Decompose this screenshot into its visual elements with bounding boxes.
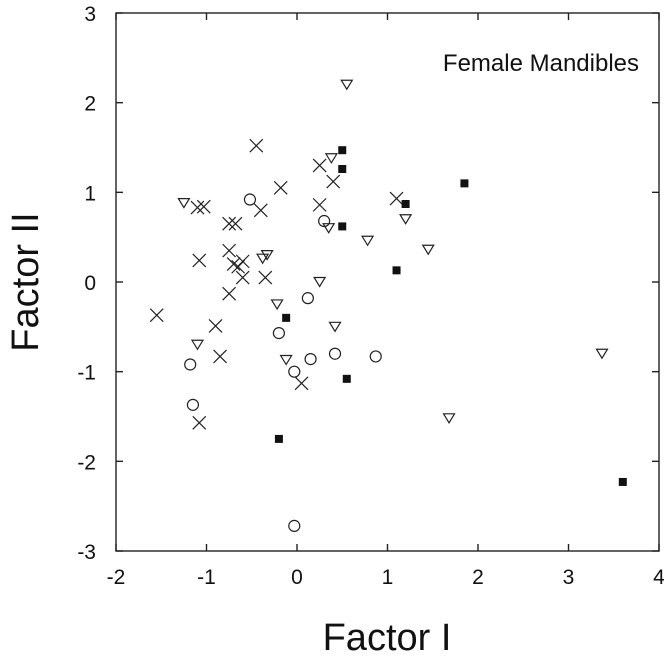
point-circle: [304, 353, 317, 366]
point-cross: [222, 286, 237, 301]
y-tick-label: -1: [77, 362, 96, 385]
point-cross: [213, 349, 227, 364]
point-circle: [288, 365, 301, 378]
point-square: [274, 434, 283, 443]
point-square: [338, 146, 347, 155]
y-axis-title: Factor II: [5, 212, 47, 351]
x-tick-label: 1: [382, 566, 394, 589]
point-triangle: [256, 253, 270, 265]
point-cross: [273, 180, 288, 195]
x-tick-labels: -2 -1 0 1 2 3 4: [107, 566, 664, 589]
y-tick-label: -2: [77, 451, 96, 474]
point-triangle: [328, 321, 342, 333]
point-cross: [231, 259, 246, 274]
point-cross: [222, 216, 237, 231]
x-tick-label: 0: [291, 566, 303, 589]
y-tick-label: -3: [77, 541, 96, 564]
point-circle: [243, 193, 257, 206]
plot-frame: [115, 12, 660, 552]
point-triangle: [340, 79, 354, 91]
point-triangle: [421, 244, 435, 256]
point-cross: [192, 253, 207, 268]
point-triangle: [190, 339, 205, 351]
point-cross: [294, 376, 309, 391]
point-circle: [369, 350, 382, 363]
point-square: [338, 222, 347, 231]
point-triangle: [270, 299, 284, 311]
y-tick-label: 1: [84, 182, 96, 205]
point-square: [401, 199, 410, 208]
point-triangle: [361, 235, 375, 247]
axis-ticks: [115, 12, 660, 552]
point-circle: [288, 519, 301, 532]
point-cross: [235, 270, 250, 285]
y-tick-labels: 3 2 1 0 -1 -2 -3: [77, 3, 96, 564]
point-cross: [222, 243, 237, 258]
point-circle: [318, 214, 331, 228]
x-tick-label: 3: [563, 566, 575, 589]
x-tick-label: -2: [107, 566, 126, 589]
point-cross: [192, 415, 207, 430]
point-cross: [149, 308, 164, 323]
point-square: [392, 266, 401, 275]
data-points: [149, 79, 627, 532]
point-cross: [258, 270, 273, 285]
point-circle: [186, 398, 200, 411]
point-circle: [272, 327, 285, 340]
point-cross: [253, 203, 268, 218]
point-cross: [389, 191, 404, 206]
x-axis-title: Factor I: [323, 617, 452, 659]
point-cross: [226, 257, 241, 271]
point-triangle: [260, 250, 274, 261]
point-triangle: [279, 354, 293, 366]
point-cross: [312, 197, 327, 212]
point-cross: [312, 158, 327, 173]
y-tick-label: 3: [84, 3, 96, 26]
point-triangle: [313, 276, 327, 288]
point-square: [282, 313, 291, 322]
point-triangle: [322, 223, 336, 234]
point-triangle: [399, 214, 413, 225]
x-tick-label: -1: [197, 566, 216, 589]
point-triangle: [324, 153, 338, 164]
point-triangle: [442, 413, 456, 424]
point-cross: [196, 199, 211, 214]
y-tick-label: 0: [84, 272, 96, 295]
point-circle: [184, 358, 197, 371]
point-cross: [190, 200, 205, 215]
point-cross: [208, 319, 223, 333]
point-circle: [328, 347, 342, 360]
point-cross: [326, 174, 341, 189]
y-tick-label: 2: [84, 93, 96, 116]
point-square: [338, 165, 347, 174]
point-triangle: [595, 348, 609, 360]
point-circle: [301, 292, 314, 305]
point-cross: [228, 216, 243, 231]
point-square: [460, 179, 469, 188]
point-triangle: [177, 197, 191, 209]
point-square: [618, 477, 627, 486]
point-square: [342, 374, 351, 383]
x-tick-label: 4: [653, 566, 664, 589]
x-tick-label: 2: [472, 566, 484, 589]
point-cross: [235, 254, 250, 269]
point-cross: [249, 138, 264, 153]
chart-annotation: Female Mandibles: [443, 50, 639, 77]
